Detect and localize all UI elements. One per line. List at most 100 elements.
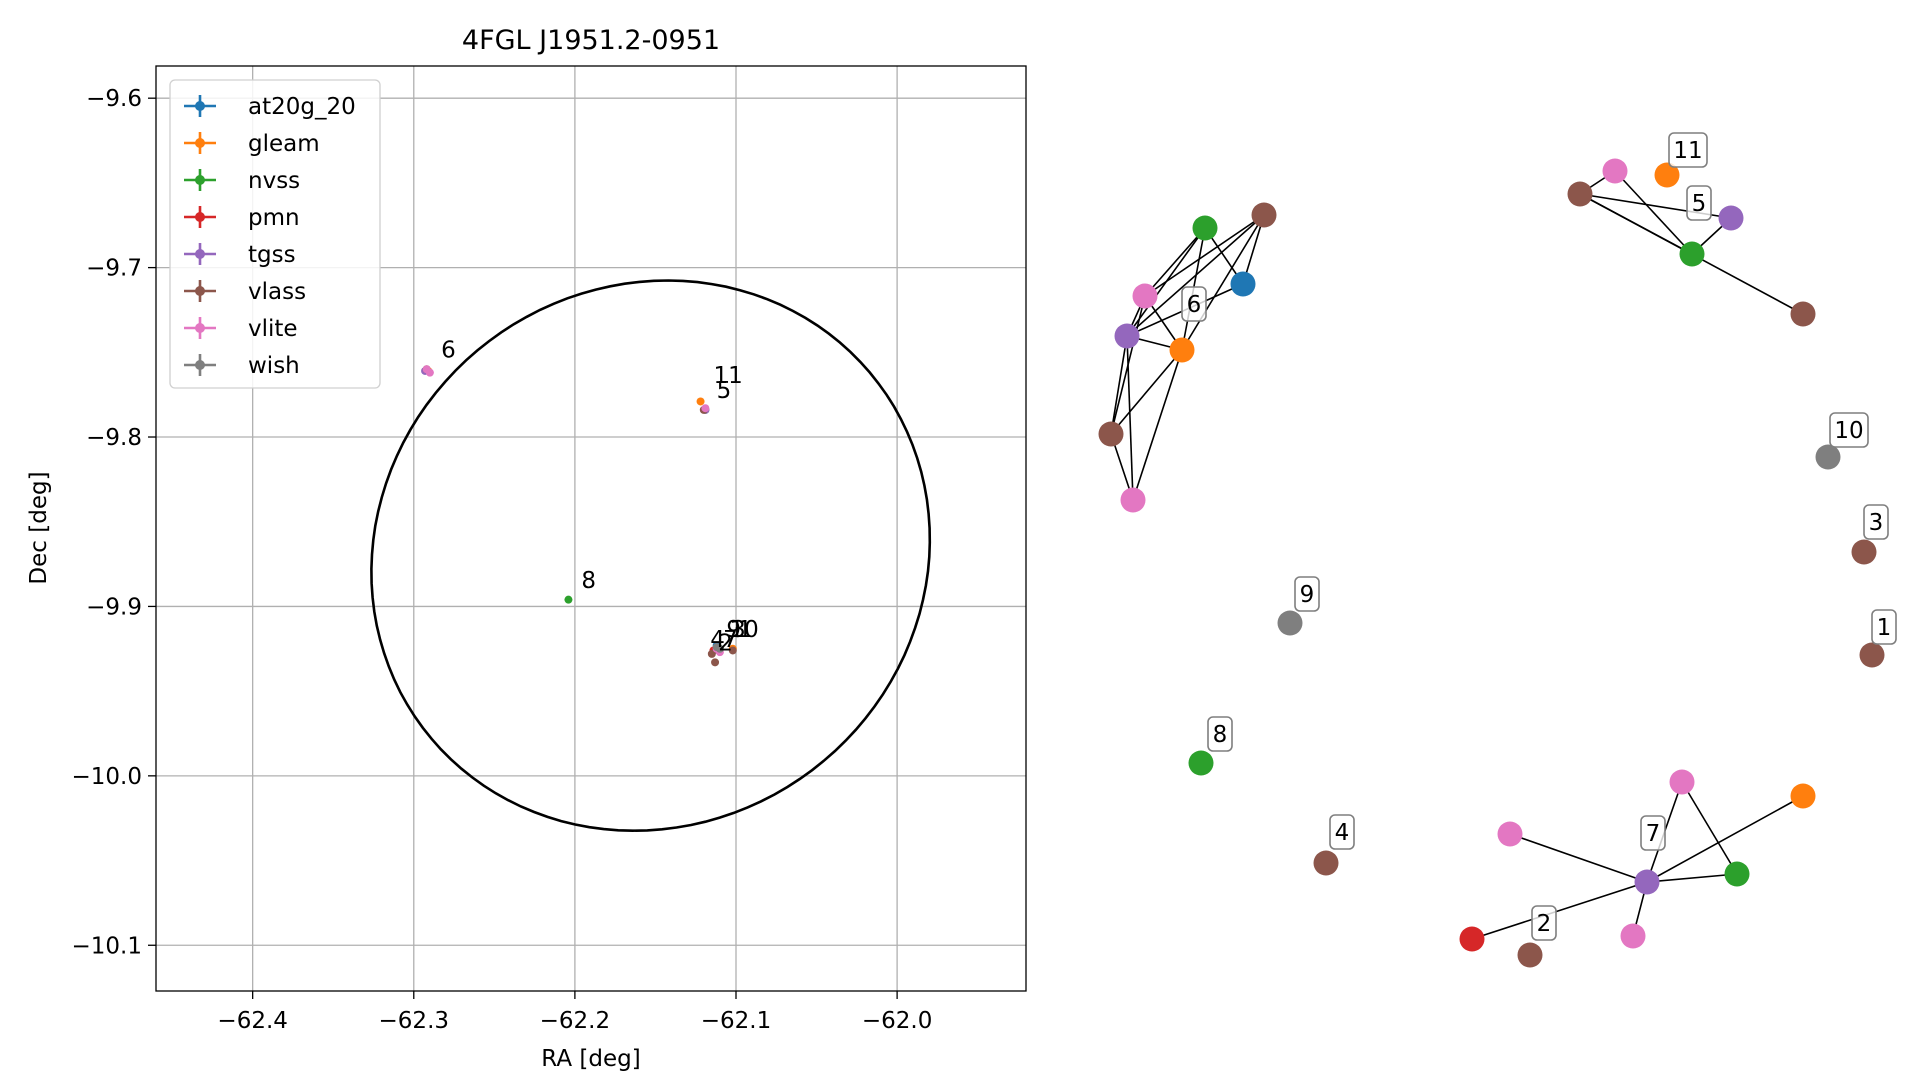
network-label-box: [1294, 576, 1320, 612]
network-edge: [1681, 781, 1738, 875]
network-node-wish: [1815, 444, 1841, 470]
network-label: 10: [1834, 418, 1863, 444]
network-node-wish: [1277, 610, 1303, 636]
point-annotation: 4: [710, 627, 725, 653]
x-tick-label: −62.1: [701, 1008, 771, 1034]
network-node-gleam: [1654, 162, 1680, 188]
point-annotation: 7: [723, 627, 738, 653]
legend-marker: [195, 138, 205, 148]
network-label: 6: [1187, 292, 1202, 318]
network-node-vlass: [1098, 421, 1124, 447]
network-node-tgss: [1634, 869, 1660, 895]
network-edges: [1110, 170, 1804, 940]
network-node-tgss: [1114, 323, 1140, 349]
network-node-vlass: [1313, 850, 1339, 876]
legend-box: [169, 79, 381, 389]
network-panel: 6 11 5 10 3 1 9 8 4 7 2: [1098, 132, 1897, 968]
network-node-vlass: [1851, 539, 1877, 565]
legend-label: nvss: [248, 168, 300, 194]
network-node-gleam: [1790, 783, 1816, 809]
network-edge: [1144, 227, 1206, 297]
network-node-vlass: [1251, 202, 1277, 228]
network-edge: [1614, 170, 1693, 255]
network-node-vlass: [1859, 642, 1885, 668]
x-tick-label: −62.0: [862, 1008, 932, 1034]
point-annotation: 2: [718, 630, 733, 656]
ellipse-layer: [370, 279, 932, 833]
y-tick-label: −9.9: [86, 594, 142, 620]
network-label: 9: [1300, 582, 1315, 608]
point-annotation: 6: [441, 337, 456, 363]
point-annotation: 5: [717, 378, 732, 404]
error-ellipse: [370, 279, 932, 833]
legend-label: gleam: [248, 131, 320, 157]
network-node-gleam: [1169, 337, 1195, 363]
network-label-box: [1686, 185, 1712, 221]
network-edge: [1646, 795, 1804, 883]
legend-label: pmn: [248, 205, 300, 231]
x-tick-label: −62.2: [540, 1008, 610, 1034]
network-label: 2: [1537, 911, 1552, 937]
legend-marker: [195, 212, 205, 222]
network-label-box: [1668, 132, 1708, 168]
legend-label: tgss: [248, 242, 296, 268]
point-annotation: 8: [581, 568, 596, 594]
network-node-vlass: [1790, 301, 1816, 327]
point-nvss: [564, 595, 573, 604]
point-wish: [715, 644, 724, 653]
y-tick-label: −10.1: [72, 933, 142, 959]
legend-marker: [195, 101, 205, 111]
network-edge: [1646, 873, 1738, 883]
legend-marker: [195, 360, 205, 370]
y-axis-label: Dec [deg]: [26, 471, 52, 584]
network-node-nvss: [1724, 861, 1750, 887]
point-annotation: 10: [730, 617, 759, 643]
y-axis-ticks: −9.6 −9.7 −9.8 −9.9 −10.0 −10.1: [72, 86, 156, 959]
legend-marker: [195, 175, 205, 185]
network-label: 1: [1877, 615, 1892, 641]
network-label: 8: [1213, 722, 1228, 748]
network-label: 5: [1692, 191, 1707, 217]
network-node-nvss: [1679, 241, 1705, 267]
network-node-vlass: [1567, 181, 1593, 207]
point-vlass: [711, 658, 720, 667]
legend-label: wish: [248, 353, 300, 379]
x-tick-label: −62.4: [217, 1008, 287, 1034]
legend-marker: [195, 286, 205, 296]
legend-label: at20g_20: [248, 94, 356, 120]
network-label-box: [1531, 905, 1557, 941]
network-label: 4: [1335, 820, 1350, 846]
data-points: [421, 365, 737, 667]
chart-title: 4FGL J1951.2-0951: [462, 25, 720, 56]
network-label: 11: [1673, 138, 1702, 164]
legend-marker: [195, 249, 205, 259]
network-edge: [1110, 335, 1128, 435]
y-tick-label: −10.0: [72, 764, 142, 790]
x-axis-ticks: −62.4 −62.3 −62.2 −62.1 −62.0: [217, 991, 932, 1034]
network-edge: [1181, 214, 1265, 351]
point-vlass: [728, 646, 737, 655]
network-label-box: [1181, 286, 1207, 322]
x-tick-label: −62.3: [379, 1008, 449, 1034]
network-edge: [1110, 349, 1183, 435]
network-node-at20g_20: [1230, 271, 1256, 297]
network-node-tgss: [1718, 205, 1744, 231]
point-annotation: 11: [713, 363, 742, 389]
point-gleam: [696, 397, 705, 406]
network-node-vlite: [1669, 769, 1695, 795]
network-edge: [1509, 833, 1648, 883]
legend-marker: [195, 323, 205, 333]
network-label-box: [1207, 716, 1233, 752]
legend-label: vlass: [248, 279, 306, 305]
network-edge: [1132, 349, 1183, 501]
network-label: 7: [1646, 821, 1661, 847]
point-annotation: 9: [726, 617, 741, 643]
network-edge: [1471, 881, 1648, 940]
x-axis-label: RA [deg]: [541, 1046, 640, 1072]
network-label-box: [1863, 504, 1889, 540]
